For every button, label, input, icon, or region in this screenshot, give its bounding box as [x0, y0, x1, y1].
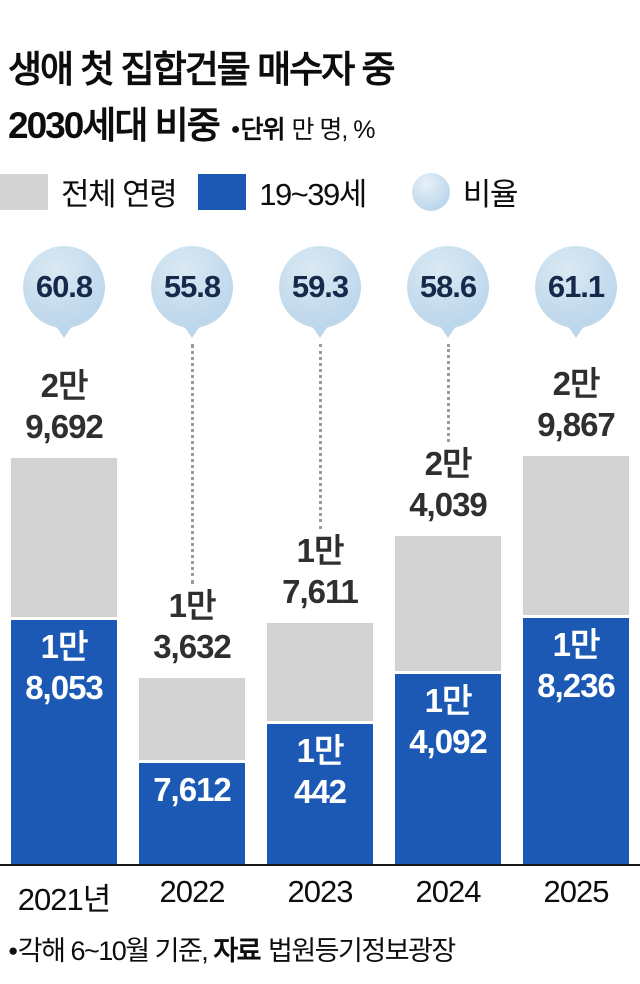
legend-label-ratio: 비율	[462, 177, 519, 212]
footer-source-value: 법원등기정보광장	[268, 936, 456, 966]
unit-note: ●단위 만 명, %	[230, 115, 376, 144]
title-line-2-text: 2030세대 비중	[8, 104, 221, 146]
legend-label-youth: 19~39세	[259, 177, 367, 212]
youth-value-label: 1만 4,092	[395, 674, 501, 763]
chart-column: 58.6 2만 4,039 1만 4,092	[384, 226, 512, 864]
youth-value-label: 1만 442	[267, 724, 373, 813]
youth-value-label: 1만 8,236	[523, 618, 629, 707]
chart-column: 61.1 2만 9,867 1만 8,236	[512, 226, 640, 864]
title-line-2: 2030세대 비중 ●단위 만 명, %	[8, 98, 640, 154]
ratio-value: 60.8	[35, 269, 93, 304]
youth-value-label: 1만 8,053	[11, 620, 117, 709]
unit-label: 단위	[240, 115, 285, 144]
youth-value-line: 1만	[296, 732, 345, 769]
total-value-label: 2만 9,692	[0, 366, 136, 448]
legend-swatch-youth	[198, 173, 247, 210]
ratio-bubble: 58.6	[407, 246, 489, 328]
bullet-icon: ●	[8, 941, 18, 960]
youth-value-line: 7,612	[153, 771, 232, 808]
youth-value-line: 1만	[552, 626, 601, 663]
total-value-line: 2만	[424, 445, 473, 483]
total-value-label: 1만 3,632	[120, 586, 264, 668]
x-axis-label: 2023	[287, 874, 354, 909]
ratio-bubble: 61.1	[535, 246, 617, 328]
total-value-label: 1만 7,611	[248, 531, 392, 613]
total-value-label: 2만 9,867	[504, 364, 640, 446]
youth-value-line: 1만	[40, 628, 89, 665]
ratio-value: 55.8	[163, 269, 221, 304]
legend-swatch-total	[0, 173, 48, 210]
total-value-line: 9,692	[25, 408, 104, 446]
dotted-connector	[191, 344, 194, 584]
youth-value-line: 4,092	[409, 722, 488, 760]
chart-column: 55.8 1만 3,632 7,612	[128, 226, 256, 864]
title-line-1: 생애 첫 집합건물 매수자 중	[8, 49, 396, 90]
ratio-bubble: 59.3	[279, 246, 361, 328]
total-bar: 1만 8,053	[11, 458, 117, 864]
x-axis-label: 2022	[159, 874, 226, 909]
legend-label-total: 전체 연령	[61, 177, 178, 212]
youth-bar: 7,612	[139, 760, 245, 864]
footer-source-label: 자료	[213, 936, 261, 966]
bubble-tail-icon	[55, 325, 73, 338]
x-axis-label: 2021년	[17, 882, 111, 917]
ratio-value: 58.6	[419, 269, 477, 304]
dotted-connector	[447, 344, 450, 442]
x-axis: 2021년 2022 2023 2024 2025	[0, 874, 640, 919]
ratio-bubble: 55.8	[151, 246, 233, 328]
chart-column: 59.3 1만 7,611 1만 442	[256, 226, 384, 864]
total-value-line: 4,039	[409, 486, 488, 524]
total-value-line: 1만	[296, 532, 345, 570]
bubble-tail-icon	[567, 325, 585, 338]
total-value-line: 9,867	[537, 406, 616, 444]
youth-value-line: 8,236	[537, 666, 616, 704]
youth-value-line: 442	[293, 772, 347, 810]
total-value-line: 2만	[552, 365, 601, 403]
youth-value-line: 1만	[424, 682, 473, 719]
total-value-line: 7,611	[282, 573, 359, 611]
youth-bar: 1만 8,236	[523, 615, 629, 864]
youth-value-line: 8,053	[25, 668, 104, 706]
total-bar: 1만 442	[267, 623, 373, 864]
bubble-tail-icon	[439, 325, 457, 338]
unit-value: 만 명, %	[291, 115, 375, 144]
total-bar: 1만 8,236	[523, 456, 629, 864]
legend-swatch-ratio	[411, 172, 450, 211]
youth-bar: 1만 4,092	[395, 671, 501, 864]
ratio-bubble: 60.8	[23, 246, 105, 328]
page-title: 생애 첫 집합건물 매수자 중 2030세대 비중 ●단위 만 명, %	[0, 0, 640, 153]
footer-note: ●각해 6~10월 기준, 자료 법원등기정보광장	[8, 929, 456, 968]
total-value-line: 2만	[40, 367, 89, 405]
bubble-tail-icon	[183, 325, 201, 338]
total-bar: 1만 4,092	[395, 536, 501, 864]
x-axis-label: 2024	[415, 874, 482, 909]
ratio-value: 61.1	[547, 269, 605, 304]
total-value-line: 1만	[168, 587, 217, 625]
youth-bar: 1만 8,053	[11, 617, 117, 864]
total-value-line: 3,632	[153, 628, 232, 666]
bubble-tail-icon	[311, 325, 329, 338]
chart-column: 60.8 2만 9,692 1만 8,053	[0, 226, 128, 864]
x-axis-label: 2025	[543, 874, 610, 909]
legend: 전체 연령 19~39세 비율	[0, 169, 640, 214]
total-value-label: 2만 4,039	[376, 444, 520, 526]
total-bar: 7,612	[139, 678, 245, 864]
youth-value-label: 7,612	[139, 763, 245, 811]
youth-bar: 1만 442	[267, 721, 373, 864]
ratio-value: 59.3	[291, 269, 349, 304]
footer-text: 각해 6~10월 기준,	[17, 936, 209, 966]
bar-chart: 60.8 2만 9,692 1만 8,053 55.8 1만 3,632 7,612 59.3 1만…	[0, 226, 640, 866]
dotted-connector	[319, 344, 322, 529]
bullet-icon: ●	[230, 120, 241, 138]
